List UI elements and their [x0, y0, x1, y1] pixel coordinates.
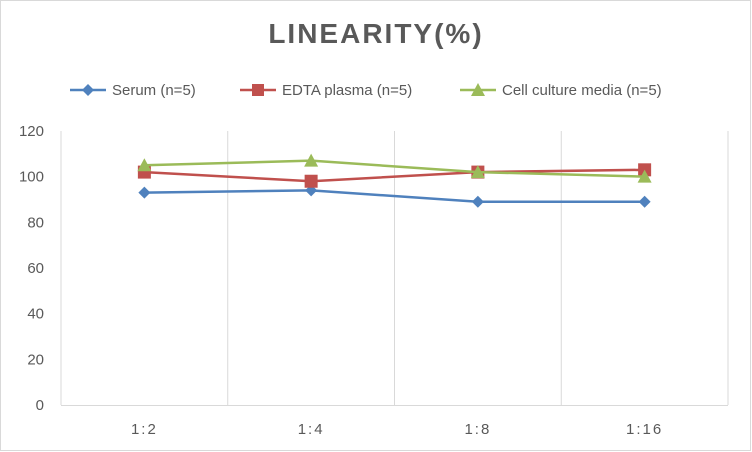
chart-title: LINEARITY(%)	[268, 18, 484, 49]
x-tick-label: 1:8	[464, 421, 491, 438]
axis-layer: 0 20 40 60 80 100 120 1:2 1:4 1:8 1:16	[19, 123, 728, 438]
y-tick-label: 100	[19, 169, 44, 186]
y-tick-label: 60	[27, 260, 44, 277]
legend-square-marker-icon	[240, 84, 276, 96]
legend-label-cell-culture-media: Cell culture media (n=5)	[502, 81, 662, 99]
legend: Serum (n=5) EDTA plasma (n=5) Cell cultu…	[0, 78, 752, 102]
data-point-triangle	[637, 169, 652, 183]
y-tick-label: 80	[27, 214, 44, 231]
y-tick-label: 20	[27, 351, 44, 368]
legend-item-serum: Serum (n=5)	[68, 78, 196, 102]
data-point-triangle	[137, 158, 152, 172]
y-tick-label: 40	[27, 306, 44, 323]
legend-triangle-marker-icon	[460, 83, 496, 96]
data-point-diamond	[471, 195, 484, 208]
legend-diamond-marker-icon	[70, 84, 106, 96]
data-point-diamond	[638, 195, 651, 208]
x-tick-label: 1:2	[131, 421, 158, 438]
legend-item-cell-culture-media: Cell culture media (n=5)	[458, 78, 662, 102]
y-tick-label: 120	[19, 123, 44, 140]
series-line	[144, 168, 645, 183]
series-layer	[137, 153, 652, 208]
x-tick-label: 1:16	[626, 421, 663, 438]
data-point-triangle	[470, 165, 485, 179]
legend-item-edta-plasma: EDTA plasma (n=5)	[238, 78, 412, 102]
series-line	[144, 159, 645, 178]
legend-label-edta-plasma: EDTA plasma (n=5)	[282, 81, 413, 99]
data-point-square	[304, 174, 318, 188]
data-point-diamond	[138, 186, 151, 199]
x-tick-label: 1:4	[298, 421, 325, 438]
data-point-triangle	[304, 153, 319, 167]
series-line	[144, 189, 645, 204]
y-tick-label: 0	[36, 397, 44, 414]
legend-label-serum: Serum (n=5)	[112, 81, 196, 99]
